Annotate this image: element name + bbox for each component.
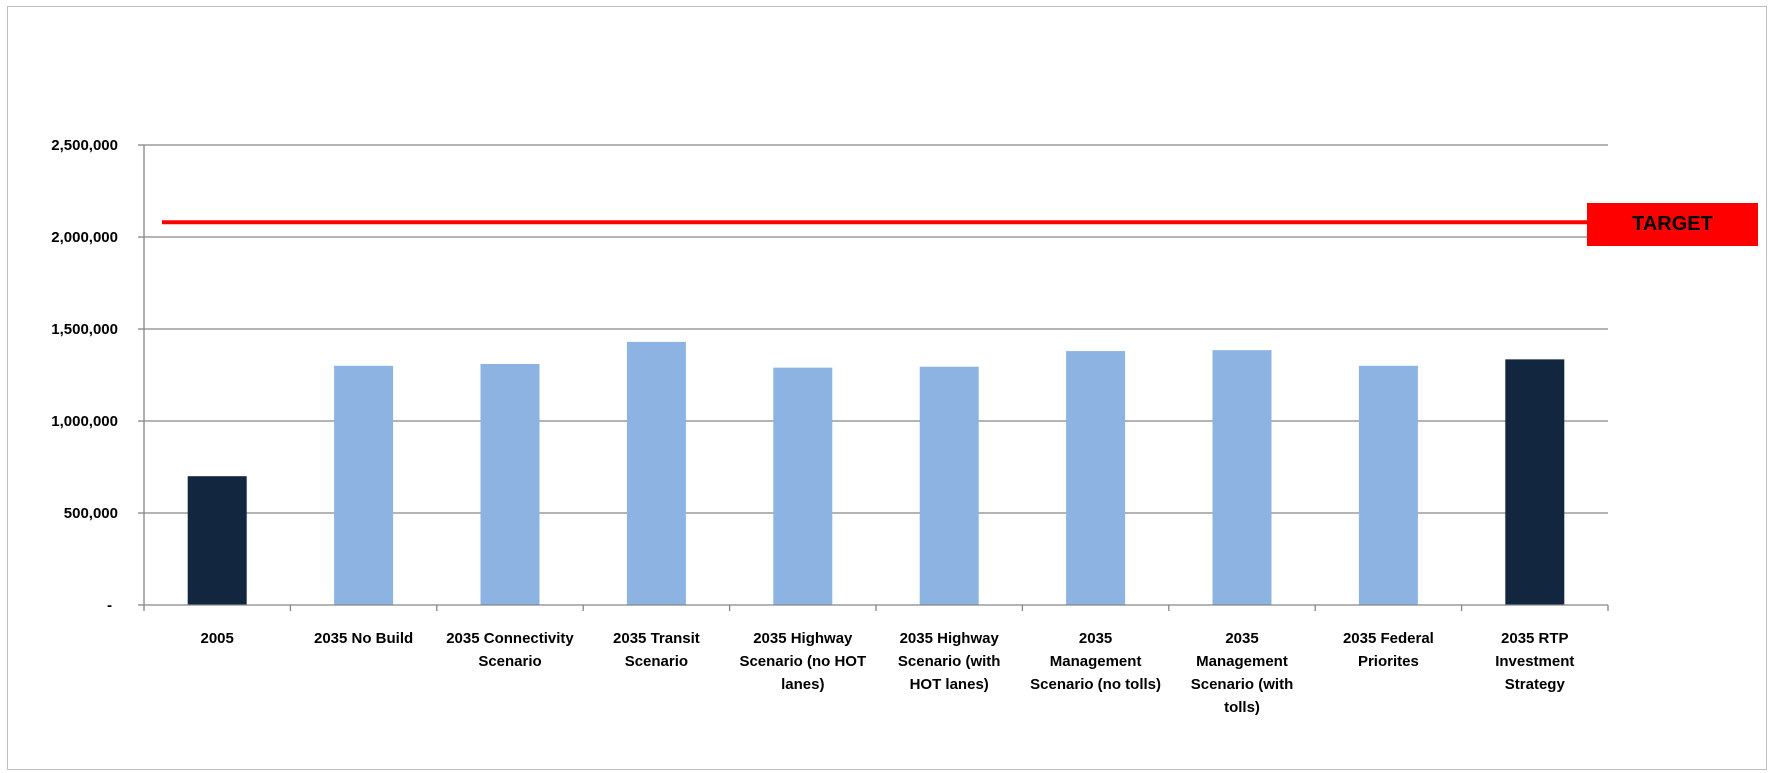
bar <box>480 363 540 605</box>
target-label: TARGET <box>1632 213 1713 235</box>
x-tick-label: 2035 Federal <box>1343 630 1434 647</box>
bar <box>626 341 686 605</box>
x-tick-label: Scenario <box>478 653 541 670</box>
y-tick-label: 2,500,000 <box>51 137 118 154</box>
x-tick-label: Scenario <box>625 653 688 670</box>
x-tick-label: Management <box>1050 653 1142 670</box>
bar <box>187 476 247 605</box>
x-tick-label: 2035 No Build <box>314 630 413 647</box>
y-tick-label: - <box>107 597 112 614</box>
bar <box>1212 350 1272 605</box>
bar <box>919 366 979 605</box>
x-tick-label: lanes) <box>781 676 824 693</box>
bar <box>773 367 833 605</box>
x-tick-label: 2035 RTP <box>1501 630 1569 647</box>
x-tick-label: Priorites <box>1358 653 1419 670</box>
x-tick-label: Scenario (no tolls) <box>1030 676 1161 693</box>
axes <box>138 144 1609 611</box>
bar <box>1066 351 1126 605</box>
x-tick-label: 2035 Highway <box>900 630 1000 647</box>
x-tick-label: 2035 <box>1079 630 1112 647</box>
x-tick-label: tolls) <box>1224 699 1260 716</box>
x-tick-label: HOT lanes) <box>910 676 989 693</box>
bar <box>1358 365 1418 605</box>
x-tick-label: 2035 <box>1225 630 1258 647</box>
y-tick-label: 2,000,000 <box>51 229 118 246</box>
y-tick-label: 1,500,000 <box>51 321 118 338</box>
x-tick-label: 2035 Transit <box>613 630 700 647</box>
x-tick-label: Strategy <box>1505 676 1566 693</box>
x-tick-label: 2035 Highway <box>753 630 853 647</box>
x-tick-label: 2005 <box>201 630 234 647</box>
y-tick-label: 500,000 <box>64 505 118 522</box>
x-tick-label: Scenario (with <box>1191 676 1294 693</box>
y-tick-label: 1,000,000 <box>51 413 118 430</box>
bar <box>1505 359 1565 605</box>
x-tick-label: Scenario (with <box>898 653 1001 670</box>
y-tick-labels: - 500,000 1,000,000 1,500,000 2,000,000 2,500… <box>51 137 118 614</box>
bars <box>187 341 1565 605</box>
bar <box>334 365 394 605</box>
target-label-box: TARGET <box>1587 203 1758 246</box>
x-tick-label: Management <box>1196 653 1288 670</box>
x-tick-label: Investment <box>1495 653 1574 670</box>
x-tick-label: 2035 Connectivity <box>446 630 574 647</box>
x-tick-label: Scenario (no HOT <box>739 653 866 670</box>
chart-frame <box>7 6 1767 770</box>
x-tick-labels: 2005 2035 No Build 2035 Connectivity Scenar… <box>201 630 1575 716</box>
